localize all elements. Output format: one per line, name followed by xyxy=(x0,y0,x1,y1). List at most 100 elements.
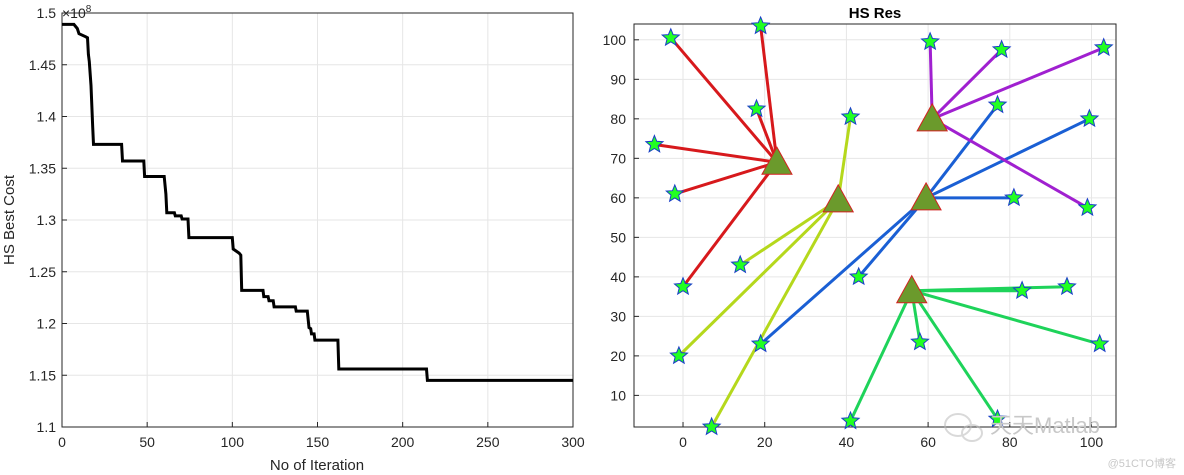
y-tick-label: 70 xyxy=(610,150,626,166)
y-tick-label: 1.15 xyxy=(29,367,56,383)
cluster-link-0 xyxy=(654,143,778,164)
y-tick-label: 1.25 xyxy=(29,264,56,280)
data-point-star xyxy=(1057,276,1077,296)
y-tick-label: 60 xyxy=(610,190,626,206)
y-tick-label: 10 xyxy=(610,387,626,403)
x-tick-label: 150 xyxy=(306,434,330,450)
cluster-link-2 xyxy=(857,196,928,278)
y-tick-label: 1.5 xyxy=(37,5,57,21)
y-tick-label: 90 xyxy=(610,71,626,87)
y-axis-label: HS Best Cost xyxy=(1,174,18,265)
y-tick-label: 1.4 xyxy=(37,109,57,125)
right-ticks: 0 20 40 60 80 100 10 20 30 40 50 60 70 80 90 100 xyxy=(603,32,1104,450)
cluster-link-3 xyxy=(931,117,1089,210)
data-point-star xyxy=(987,94,1008,114)
cluster-center-triangle xyxy=(895,274,928,304)
cluster-link-2 xyxy=(925,117,1091,200)
data-point-star xyxy=(920,31,940,51)
y-tick-label: 1.45 xyxy=(29,57,56,73)
chart-title: HS Res xyxy=(849,5,902,22)
data-point-star xyxy=(673,276,693,296)
data-point-star xyxy=(644,134,665,153)
x-tick-label: 80 xyxy=(1002,434,1018,450)
x-tick-label: 20 xyxy=(757,434,773,450)
y-tick-label: 20 xyxy=(610,348,626,364)
data-point-star xyxy=(848,266,869,286)
convergence-chart: 0 50 100 150 200 250 300 1.1 1.15 1.2 1.25 1.3 1.35 1… xyxy=(1,4,585,474)
data-point-star xyxy=(1004,187,1024,207)
data-point-star xyxy=(991,39,1012,59)
cluster-link-1 xyxy=(836,116,852,201)
data-point-star xyxy=(1012,280,1032,300)
cluster-center-triangle xyxy=(822,183,855,213)
y-tick-label: 80 xyxy=(610,111,626,127)
x-tick-label: 50 xyxy=(139,434,155,450)
cluster-center-triangle xyxy=(761,146,793,175)
x-tick-label: 0 xyxy=(58,434,66,450)
x-tick-label: 200 xyxy=(391,434,415,450)
cluster-link-2 xyxy=(924,104,999,199)
watermark-credit: @51CTO博客 xyxy=(1108,456,1176,470)
x-tick-label: 100 xyxy=(221,434,245,450)
data-point-star xyxy=(1077,197,1098,217)
left-ticks: 0 50 100 150 200 250 300 1.1 1.15 1.2 1.25 1.3 1.35 1… xyxy=(29,5,585,450)
x-tick-label: 100 xyxy=(1080,434,1104,450)
cluster-link-1 xyxy=(677,198,840,357)
x-tick-label: 250 xyxy=(476,434,500,450)
data-point-star xyxy=(730,254,751,274)
right-grid xyxy=(634,24,1116,427)
cluster-points xyxy=(644,15,1114,436)
cluster-center-triangle xyxy=(916,102,949,132)
cluster-chart: 0 20 40 60 80 100 10 20 30 40 50 60 70 80 90 100 HS Res xyxy=(603,5,1117,450)
y-tick-label: 30 xyxy=(610,308,626,324)
cluster-link-0 xyxy=(681,161,779,288)
cluster-link-0 xyxy=(674,160,778,196)
data-point-star xyxy=(660,27,681,47)
x-axis-label: No of Iteration xyxy=(270,457,364,474)
watermark: 天天Matlab @51CTO博客 xyxy=(944,413,1176,470)
x-tick-label: 60 xyxy=(920,434,936,450)
data-point-star xyxy=(840,410,861,430)
cluster-centers xyxy=(761,102,949,304)
right-axes-box xyxy=(633,23,1117,428)
cluster-link-3 xyxy=(931,46,1105,121)
y-exponent-label: ×108 xyxy=(62,4,92,21)
best-cost-line xyxy=(62,22,573,382)
data-point-star xyxy=(701,416,722,436)
data-point-star xyxy=(750,333,771,353)
y-tick-label: 40 xyxy=(610,269,626,285)
left-grid xyxy=(61,12,574,428)
cluster-links xyxy=(654,25,1105,428)
cluster-link-4 xyxy=(849,290,914,422)
watermark-text: 天天Matlab xyxy=(990,413,1100,438)
data-point-star xyxy=(840,106,861,126)
data-point-star xyxy=(1093,37,1114,57)
data-point-star xyxy=(750,15,771,35)
y-tick-label: 50 xyxy=(610,229,626,245)
data-point-star xyxy=(746,98,767,118)
cluster-link-1 xyxy=(739,198,840,267)
cluster-link-3 xyxy=(931,48,1003,120)
y-tick-label: 100 xyxy=(603,32,627,48)
y-tick-label: 1.2 xyxy=(37,316,57,332)
x-tick-label: 0 xyxy=(679,434,687,450)
data-point-star xyxy=(665,183,685,203)
y-tick-label: 1.3 xyxy=(37,212,57,228)
cluster-link-1 xyxy=(710,199,840,428)
data-point-star xyxy=(987,408,1008,428)
data-point-star xyxy=(1079,108,1100,128)
x-tick-label: 300 xyxy=(561,434,585,450)
cluster-center-triangle xyxy=(910,181,942,211)
cluster-link-4 xyxy=(910,289,999,420)
data-point-star xyxy=(1089,333,1110,353)
cluster-link-0 xyxy=(759,25,779,163)
cluster-link-4 xyxy=(911,289,1101,346)
cluster-link-2 xyxy=(759,196,928,346)
y-tick-label: 1.1 xyxy=(37,419,57,435)
wechat-icon xyxy=(944,413,983,442)
cluster-link-4 xyxy=(911,285,1068,293)
data-point-star xyxy=(669,345,689,365)
y-tick-label: 1.35 xyxy=(29,160,56,176)
cluster-link-0 xyxy=(669,36,779,164)
